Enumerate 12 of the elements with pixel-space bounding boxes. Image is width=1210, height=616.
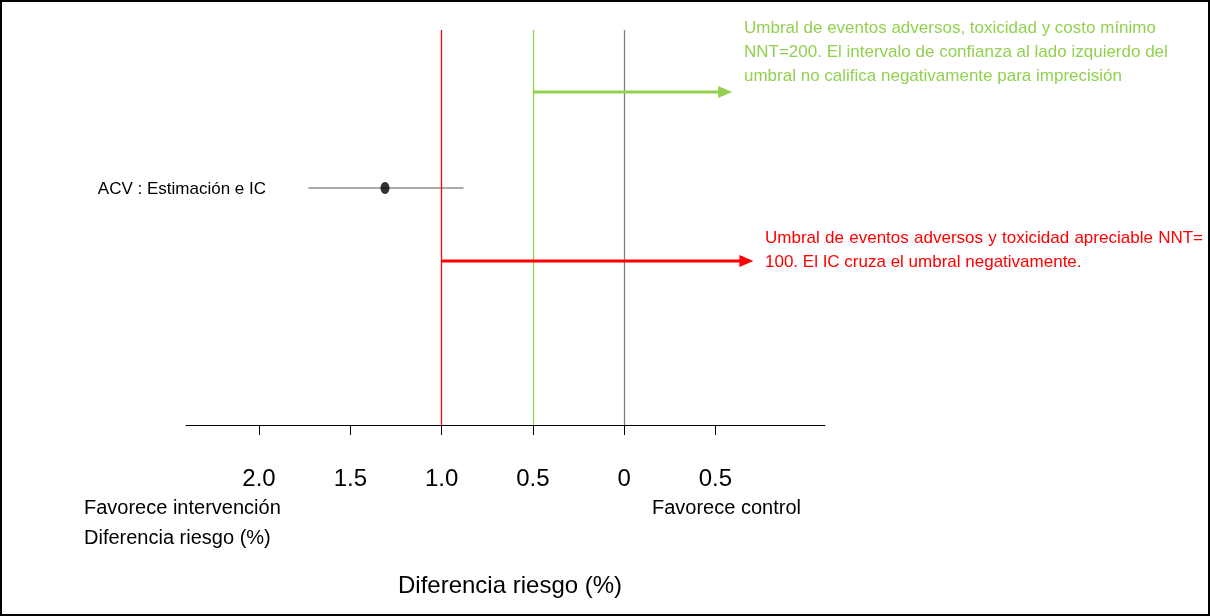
text: Favorece control [652,495,801,520]
x-tick-label: 1.5 [333,463,367,491]
x-tick-label: 0 [617,463,631,491]
x-tick-label: 0.5 [698,463,733,491]
y-tick-label: ACV : Estimación e IC [97,178,266,198]
annotation: Umbral de eventos adversos, toxicidad y costo mínimo NNT=200. El intervalo de confianza al lado izquierdo del umbral no califica negativamente para imprecisión [744,17,1169,87]
x-axis-title: Diferencia riesgo (%) [398,570,623,600]
x-tick-label: 2.0 [242,463,276,491]
text: Favorece intervención Diferencia riesgo (%) [84,495,281,550]
x-tick-label: 0.5 [516,463,550,491]
annotation: Umbral de eventos adversos y toxicidad apreciable NNT= 100. El IC cruza el umbral negativamente. [765,227,1203,273]
x-tick-label: 1.0 [424,463,459,491]
